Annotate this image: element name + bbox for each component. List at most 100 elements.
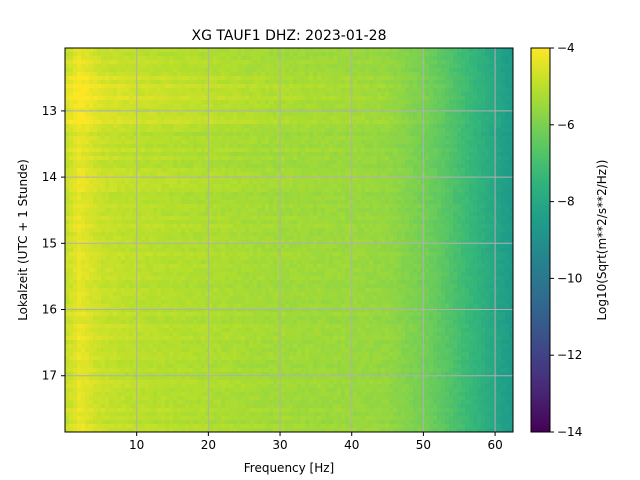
heatmap-cell [185, 128, 190, 133]
heatmap-cell [185, 160, 190, 165]
heatmap-cell [105, 100, 110, 105]
heatmap-cell [357, 144, 362, 149]
heatmap-cell [113, 68, 118, 73]
heatmap-cell [317, 188, 322, 193]
heatmap-cell [413, 64, 418, 69]
heatmap-cell [373, 196, 378, 201]
heatmap-cell [229, 188, 234, 193]
heatmap-cell [353, 136, 358, 141]
heatmap-cell [353, 160, 358, 165]
heatmap-cell [265, 224, 270, 229]
heatmap-cell [437, 52, 442, 57]
heatmap-cell [249, 84, 254, 89]
heatmap-cell [237, 212, 242, 217]
heatmap-cell [501, 164, 506, 169]
heatmap-cell [417, 192, 422, 197]
heatmap-cell [445, 116, 450, 121]
heatmap-cell [413, 76, 418, 81]
heatmap-cell [325, 116, 330, 121]
heatmap-cell [509, 80, 513, 85]
heatmap-cell [509, 48, 513, 53]
heatmap-cell [473, 188, 478, 193]
heatmap-cell [101, 120, 106, 125]
heatmap-cell [93, 140, 98, 145]
heatmap-cell [69, 184, 74, 189]
heatmap-cell [461, 52, 466, 57]
heatmap-cell [209, 72, 214, 77]
heatmap-cell [249, 88, 254, 93]
heatmap-cell [233, 136, 238, 141]
heatmap-cell [437, 72, 442, 77]
heatmap-cell [161, 164, 166, 169]
heatmap-cell [361, 128, 366, 133]
heatmap-cell [241, 96, 246, 101]
heatmap-cell [353, 80, 358, 85]
heatmap-cell [313, 120, 318, 125]
heatmap-cell [93, 80, 98, 85]
heatmap-cell [213, 112, 218, 117]
heatmap-cell [409, 100, 414, 105]
heatmap-cell [165, 196, 170, 201]
heatmap-cell [149, 84, 154, 89]
heatmap-cell [297, 116, 302, 121]
heatmap-cell [225, 48, 230, 53]
heatmap-cell [365, 204, 370, 209]
heatmap-cell [313, 176, 318, 181]
heatmap-cell [373, 200, 378, 205]
heatmap-cell [301, 208, 306, 213]
heatmap-cell [117, 176, 122, 181]
heatmap-cell [229, 76, 234, 81]
heatmap-cell [69, 48, 74, 53]
heatmap-cell [69, 56, 74, 61]
heatmap-cell [221, 128, 226, 133]
heatmap-cell [473, 52, 478, 57]
heatmap-cell [197, 76, 202, 81]
heatmap-cell [337, 220, 342, 225]
heatmap-cell [393, 116, 398, 121]
heatmap-cell [245, 120, 250, 125]
heatmap-cell [157, 100, 162, 105]
heatmap-cell [105, 152, 110, 157]
heatmap-cell [293, 156, 298, 161]
heatmap-cell [73, 188, 78, 193]
heatmap-cell [341, 148, 346, 153]
heatmap-cell [437, 176, 442, 181]
heatmap-cell [433, 152, 438, 157]
heatmap-cell [241, 156, 246, 161]
heatmap-cell [121, 48, 126, 53]
heatmap-cell [261, 172, 266, 177]
heatmap-cell [245, 116, 250, 121]
heatmap-cell [93, 208, 98, 213]
heatmap-cell [373, 160, 378, 165]
heatmap-cell [405, 156, 410, 161]
heatmap-cell [229, 208, 234, 213]
heatmap-cell [221, 212, 226, 217]
heatmap-cell [405, 212, 410, 217]
heatmap-cell [169, 80, 174, 85]
heatmap-cell [441, 64, 446, 69]
heatmap-cell [361, 76, 366, 81]
heatmap-cell [497, 136, 502, 141]
heatmap-cell [257, 108, 262, 113]
heatmap-cell [237, 192, 242, 197]
heatmap-cell [281, 52, 286, 57]
heatmap-cell [129, 152, 134, 157]
heatmap-cell [217, 60, 222, 65]
heatmap-cell [213, 204, 218, 209]
heatmap-cell [341, 160, 346, 165]
heatmap-cell [261, 104, 266, 109]
heatmap-cell [97, 136, 102, 141]
heatmap-cell [129, 124, 134, 129]
heatmap-cell [317, 112, 322, 117]
heatmap-cell [97, 88, 102, 93]
heatmap-cell [353, 168, 358, 173]
heatmap-cell [197, 148, 202, 153]
heatmap-cell [153, 80, 158, 85]
heatmap-cell [345, 56, 350, 61]
heatmap-cell [165, 144, 170, 149]
heatmap-cell [113, 160, 118, 165]
heatmap-cell [401, 140, 406, 145]
heatmap-cell [173, 56, 178, 61]
heatmap-cell [305, 72, 310, 77]
heatmap-cell [97, 196, 102, 201]
